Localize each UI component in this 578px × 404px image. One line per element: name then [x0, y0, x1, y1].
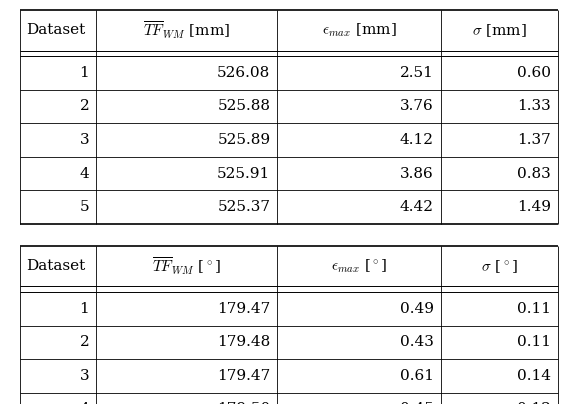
Text: 0.60: 0.60	[517, 66, 551, 80]
Text: $\sigma$ [mm]: $\sigma$ [mm]	[472, 22, 527, 39]
Text: $\overline{TF}_{WM}$ [mm]: $\overline{TF}_{WM}$ [mm]	[143, 20, 231, 41]
Text: 525.88: 525.88	[217, 99, 271, 114]
Text: 0.43: 0.43	[400, 335, 434, 349]
Text: 4.12: 4.12	[400, 133, 434, 147]
Text: 2: 2	[80, 335, 89, 349]
Text: Dataset: Dataset	[26, 259, 86, 273]
Text: $\overline{TF}_{WM}$ [$^\circ$]: $\overline{TF}_{WM}$ [$^\circ$]	[152, 256, 221, 277]
Text: 0.11: 0.11	[517, 335, 551, 349]
Text: 4.42: 4.42	[400, 200, 434, 214]
Text: 179.48: 179.48	[217, 335, 271, 349]
Text: 0.45: 0.45	[400, 402, 434, 404]
Text: 3.76: 3.76	[400, 99, 434, 114]
Text: 0.49: 0.49	[400, 302, 434, 316]
Text: 525.37: 525.37	[217, 200, 271, 214]
Text: 1: 1	[80, 66, 89, 80]
Text: 179.47: 179.47	[217, 302, 271, 316]
Text: 0.11: 0.11	[517, 302, 551, 316]
Text: 3.86: 3.86	[400, 166, 434, 181]
Text: 3: 3	[80, 133, 89, 147]
Text: $\sigma$ [$^\circ$]: $\sigma$ [$^\circ$]	[481, 258, 518, 275]
Text: 525.91: 525.91	[217, 166, 271, 181]
Text: 3: 3	[80, 369, 89, 383]
Text: 5: 5	[80, 200, 89, 214]
Text: 179.50: 179.50	[217, 402, 271, 404]
Text: 4: 4	[80, 402, 89, 404]
Text: 0.14: 0.14	[517, 369, 551, 383]
Text: 0.61: 0.61	[400, 369, 434, 383]
Text: 1.33: 1.33	[517, 99, 551, 114]
Text: 1: 1	[80, 302, 89, 316]
Text: $\epsilon_{max}$ [mm]: $\epsilon_{max}$ [mm]	[322, 21, 397, 39]
Text: 525.89: 525.89	[217, 133, 271, 147]
Text: 1.49: 1.49	[517, 200, 551, 214]
Text: 4: 4	[80, 166, 89, 181]
Text: 2.51: 2.51	[400, 66, 434, 80]
Text: 0.12: 0.12	[517, 402, 551, 404]
Text: $\epsilon_{max}$ [$^\circ$]: $\epsilon_{max}$ [$^\circ$]	[331, 257, 387, 275]
Text: 2: 2	[80, 99, 89, 114]
Text: 526.08: 526.08	[217, 66, 271, 80]
Text: 179.47: 179.47	[217, 369, 271, 383]
Text: 0.83: 0.83	[517, 166, 551, 181]
Text: 1.37: 1.37	[517, 133, 551, 147]
Text: Dataset: Dataset	[26, 23, 86, 37]
